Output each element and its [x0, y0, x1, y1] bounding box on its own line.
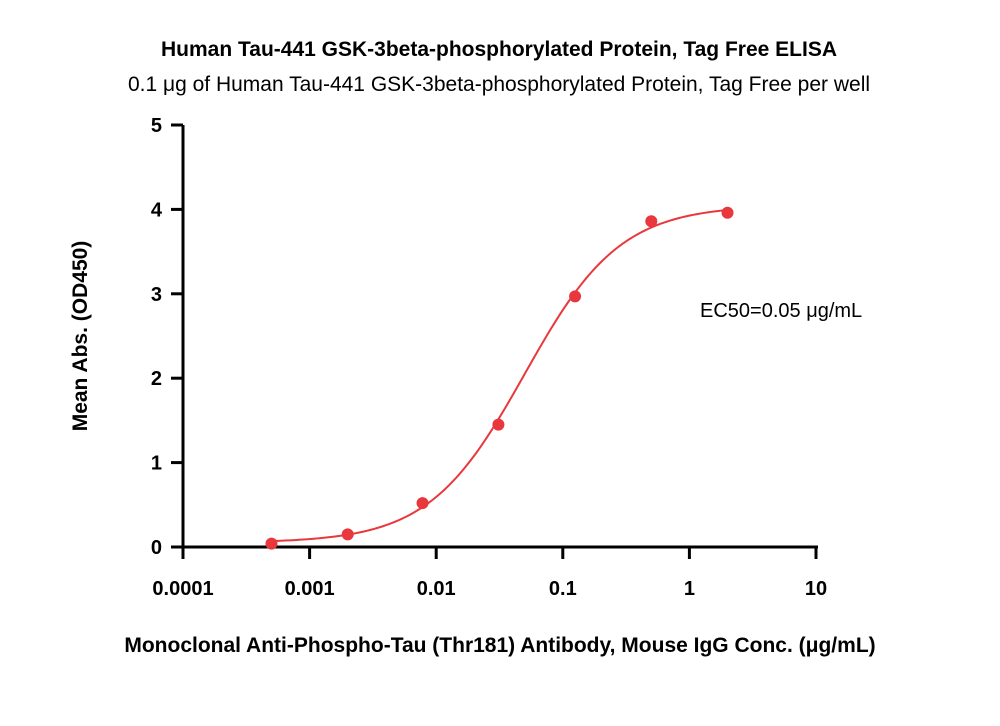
x-axis-ticks: 0.0001 0.001 0.01 0.1 1 10: [152, 547, 827, 600]
y-axis-ticks: 0 1 2 3 4 5: [151, 115, 183, 559]
fit-curve: [271, 208, 728, 543]
data-point: [341, 528, 354, 541]
data-point: [569, 290, 582, 303]
y-tick-label: 1: [151, 453, 162, 475]
x-tick-label: 0.0001: [152, 578, 213, 600]
y-tick-label: 3: [151, 284, 162, 306]
ec50-annotation: EC50=0.05 μg/mL: [700, 300, 862, 322]
x-tick-label: 0.01: [417, 578, 456, 600]
y-tick-label: 0: [151, 537, 162, 559]
x-tick-label: 10: [805, 578, 827, 600]
data-point: [721, 206, 734, 219]
data-point: [492, 418, 505, 431]
x-tick-label: 0.1: [549, 578, 577, 600]
x-axis-label: Monoclonal Anti-Phospho-Tau (Thr181) Ant…: [124, 634, 875, 657]
data-points-layer: [265, 206, 734, 550]
data-point: [416, 497, 429, 510]
x-tick-label: 0.001: [285, 578, 335, 600]
chart-title: Human Tau-441 GSK-3beta-phosphorylated P…: [161, 38, 837, 61]
data-point: [645, 215, 658, 228]
x-tick-label: 1: [684, 578, 695, 600]
y-tick-label: 5: [151, 115, 162, 137]
data-point: [265, 537, 278, 550]
chart-subtitle: 0.1 μg of Human Tau-441 GSK-3beta-phosph…: [128, 73, 870, 96]
y-tick-label: 2: [151, 368, 162, 390]
fit-curve-layer: [271, 208, 728, 543]
y-tick-label: 4: [151, 199, 163, 221]
y-axis-label: Mean Abs. (OD450): [69, 241, 92, 432]
